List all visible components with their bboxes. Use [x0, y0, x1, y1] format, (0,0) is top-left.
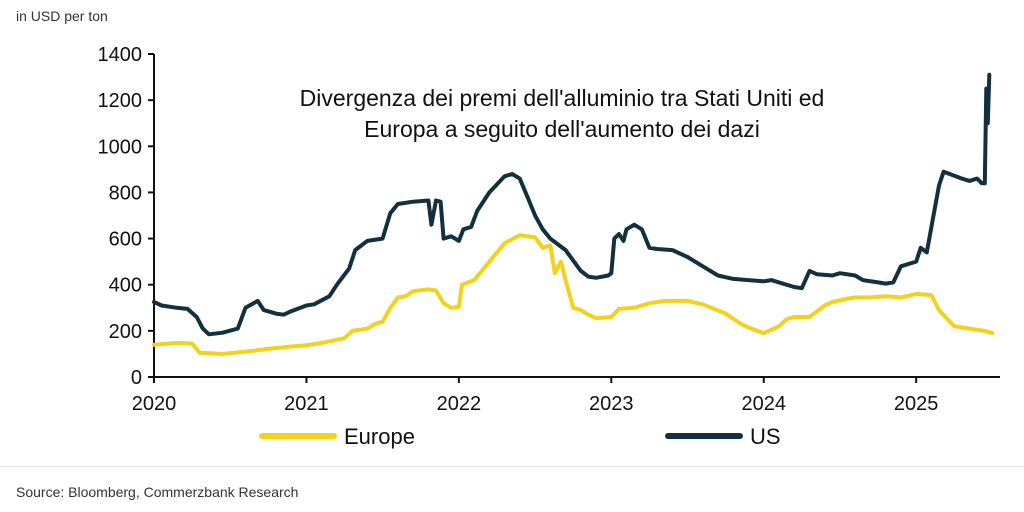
y-tick-label: 1000 — [98, 136, 143, 158]
y-tick-label: 1400 — [98, 44, 143, 66]
series-line-europe — [152, 233, 995, 356]
x-tick-label: 2024 — [741, 393, 786, 415]
x-tick-label: 2020 — [132, 393, 177, 415]
x-tick-label: 2022 — [437, 393, 482, 415]
legend: Europe US — [259, 424, 781, 449]
y-tick-label: 0 — [131, 367, 142, 389]
x-tick-label: 2021 — [284, 393, 329, 415]
legend-label-europe: Europe — [344, 424, 415, 449]
y-tick-label: 1200 — [98, 90, 143, 112]
chart-title-line-1: Divergenza dei premi dell'alluminio tra … — [300, 85, 825, 111]
series-lines — [152, 72, 995, 356]
x-tick-label: 2023 — [589, 393, 634, 415]
series-line-us — [152, 72, 992, 337]
source-note: Source: Bloomberg, Commerzbank Research — [16, 484, 299, 500]
y-axis-unit-label: in USD per ton — [16, 8, 108, 24]
line-chart: Divergenza dei premi dell'alluminio tra … — [98, 44, 1000, 449]
y-tick-label: 400 — [109, 275, 142, 297]
axes: 0 200 400 600 800 1000 1200 1400 2020 2021 2022 202… — [98, 44, 1000, 415]
y-tick-label: 600 — [109, 229, 142, 251]
chart-title-line-2: Europa a seguito dell'aumento dei dazi — [364, 116, 760, 142]
x-tick-label: 2025 — [894, 393, 939, 415]
y-tick-label: 200 — [109, 321, 142, 343]
separator-line — [0, 466, 1024, 467]
y-tick-label: 800 — [109, 182, 142, 204]
legend-label-us: US — [750, 424, 781, 449]
